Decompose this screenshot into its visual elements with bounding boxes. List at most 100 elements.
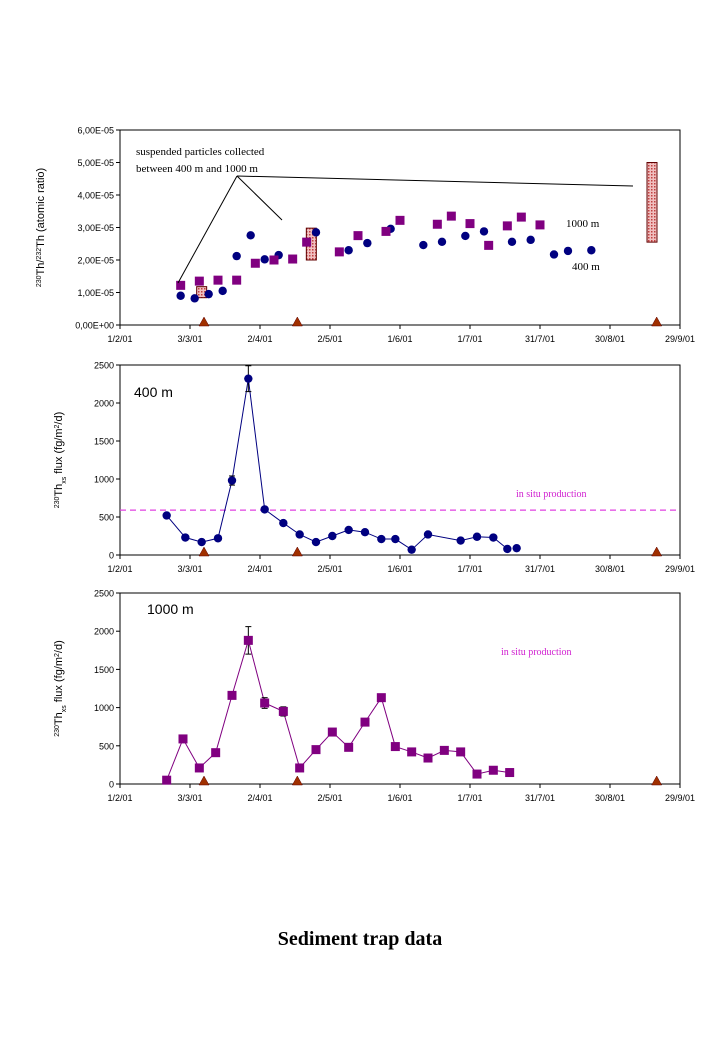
data-point <box>232 275 242 285</box>
x-tick-label: 29/9/01 <box>665 564 695 574</box>
y-axis-label-part: flux (fg/m <box>53 428 65 476</box>
deployment-triangle <box>291 775 303 786</box>
x-tick-label: 31/7/01 <box>525 334 555 344</box>
data-point <box>194 276 204 286</box>
y-tick-label: 2500 <box>94 361 114 371</box>
y-tick-label: 1,00E-05 <box>77 288 114 298</box>
data-point <box>344 246 353 255</box>
series-label-1000: 1000 m <box>566 218 600 230</box>
data-point <box>503 544 512 554</box>
data-point <box>204 289 213 299</box>
data-point <box>260 255 269 264</box>
data-point <box>213 534 223 543</box>
data-point <box>246 231 255 240</box>
series-line <box>166 638 510 781</box>
y-tick-label: 6,00E-05 <box>77 126 114 136</box>
data-point <box>407 545 416 554</box>
data-point <box>587 246 596 255</box>
data-point <box>295 763 305 773</box>
data-point <box>465 219 475 229</box>
y-axis-label-part: Th/ <box>35 259 47 276</box>
y-axis-label-part: flux (fg/m <box>53 657 65 705</box>
x-tick-label: 3/3/01 <box>177 793 202 803</box>
data-point <box>244 374 253 383</box>
data-point <box>232 251 241 261</box>
data-point <box>288 254 298 264</box>
y-tick-label: 2000 <box>94 627 114 637</box>
y-tick-label: 1000 <box>94 703 114 713</box>
data-point <box>526 235 535 245</box>
data-point <box>278 706 288 716</box>
deployment-triangle <box>651 316 663 327</box>
data-point <box>211 748 221 758</box>
x-tick-label: 1/6/01 <box>387 793 412 803</box>
y-tick-label: 4,00E-05 <box>77 191 114 201</box>
x-tick-label: 31/7/01 <box>525 564 555 574</box>
suspended-particle-bar <box>646 162 658 243</box>
y-axis-label-part: /d) <box>53 412 65 425</box>
x-tick-label: 3/3/01 <box>177 334 202 344</box>
data-point <box>390 742 400 752</box>
data-point <box>472 769 482 779</box>
data-point <box>250 258 260 268</box>
data-point <box>218 286 227 296</box>
y-tick-label: 0 <box>109 780 114 790</box>
y-axis-label-part: Th <box>53 712 65 725</box>
data-point <box>269 255 279 265</box>
y-axis-label-part: 230 <box>54 725 61 737</box>
data-point <box>437 237 447 246</box>
x-tick-label: 2/5/01 <box>317 564 342 574</box>
chart-panel-3: 0 500 1000 1500 2000 2500 1/2/01 3/3/01 2/4/01 2/… <box>53 589 695 804</box>
annotation-text: between 400 m and 1000 m <box>136 163 258 175</box>
data-point <box>295 530 304 539</box>
y-tick-label: 1500 <box>94 437 114 447</box>
data-point <box>479 227 489 236</box>
data-point <box>407 747 417 757</box>
x-tick-label: 1/7/01 <box>457 793 482 803</box>
data-point <box>197 537 206 547</box>
x-tick-label: 1/2/01 <box>107 564 132 574</box>
annotation-text: suspended particles collected <box>136 146 265 158</box>
data-point <box>311 745 321 755</box>
data-point <box>260 698 270 708</box>
data-point <box>162 775 172 785</box>
data-point <box>162 511 171 520</box>
data-point <box>328 531 337 541</box>
chart-panel-2: 0 500 1000 1500 2000 2500 1/2/01 3/3/01 2/4/01 2/… <box>53 361 695 575</box>
x-tick-label: 2/5/01 <box>317 334 342 344</box>
data-point <box>484 240 494 250</box>
data-point <box>549 250 559 259</box>
data-point <box>213 275 223 285</box>
plot-frame <box>119 364 681 556</box>
data-point <box>243 635 253 645</box>
deployment-triangle <box>651 546 663 557</box>
y-tick-label: 2,00E-05 <box>77 256 114 266</box>
y-axis-label-part: Th <box>53 484 65 497</box>
data-point <box>181 533 190 542</box>
data-point <box>395 215 405 225</box>
data-point <box>505 768 515 778</box>
annotation-pointer <box>236 175 283 221</box>
y-axis-label-part: 232 <box>36 248 43 260</box>
data-point <box>178 734 188 744</box>
data-point <box>334 247 344 257</box>
deployment-triangle <box>291 546 303 557</box>
chart-panel-1: 0,00E+00 1,00E-05 2,00E-05 3,00E-05 4,00E-05… <box>35 126 695 345</box>
series-line <box>166 378 508 551</box>
deployment-triangle <box>198 546 210 557</box>
data-point <box>376 693 386 703</box>
y-tick-label: 5,00E-05 <box>77 158 114 168</box>
data-point <box>432 219 442 229</box>
data-point <box>194 763 204 773</box>
data-point <box>489 533 498 542</box>
data-point <box>279 518 288 528</box>
deployment-triangle <box>651 775 663 786</box>
data-point <box>516 212 526 222</box>
data-point <box>461 231 470 241</box>
data-point <box>419 240 428 250</box>
y-axis-label-part: xs <box>61 705 68 713</box>
data-point <box>563 246 573 256</box>
x-tick-label: 31/7/01 <box>525 793 555 803</box>
data-point <box>381 226 391 236</box>
x-tick-label: 1/7/01 <box>457 334 482 344</box>
